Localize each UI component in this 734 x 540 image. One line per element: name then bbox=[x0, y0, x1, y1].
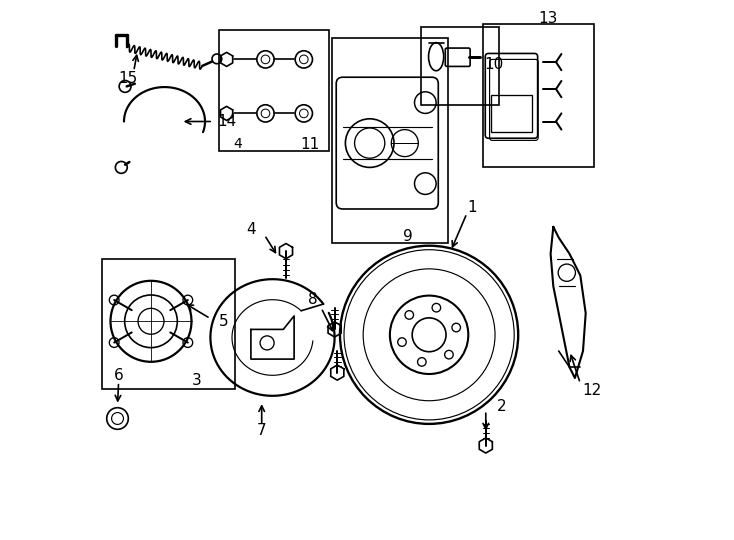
Text: 4: 4 bbox=[233, 137, 241, 151]
Text: 2: 2 bbox=[497, 399, 506, 414]
Bar bbox=[421, 27, 499, 105]
Bar bbox=[491, 94, 531, 132]
Text: 9: 9 bbox=[403, 229, 413, 244]
Text: 8: 8 bbox=[308, 292, 318, 307]
Text: 14: 14 bbox=[217, 114, 236, 129]
Text: 5: 5 bbox=[219, 314, 229, 329]
Text: 1: 1 bbox=[468, 200, 477, 215]
Text: 7: 7 bbox=[257, 423, 266, 438]
Bar bbox=[483, 24, 594, 167]
Bar bbox=[332, 38, 448, 243]
Text: 3: 3 bbox=[192, 373, 202, 388]
Text: 10: 10 bbox=[484, 57, 504, 72]
Text: 12: 12 bbox=[583, 383, 602, 398]
Text: 15: 15 bbox=[119, 71, 138, 86]
Text: 13: 13 bbox=[538, 11, 558, 26]
Bar bbox=[103, 259, 235, 389]
Text: 6: 6 bbox=[115, 368, 124, 383]
Text: 4: 4 bbox=[246, 222, 255, 237]
Text: 11: 11 bbox=[301, 137, 320, 152]
Bar bbox=[219, 30, 330, 151]
